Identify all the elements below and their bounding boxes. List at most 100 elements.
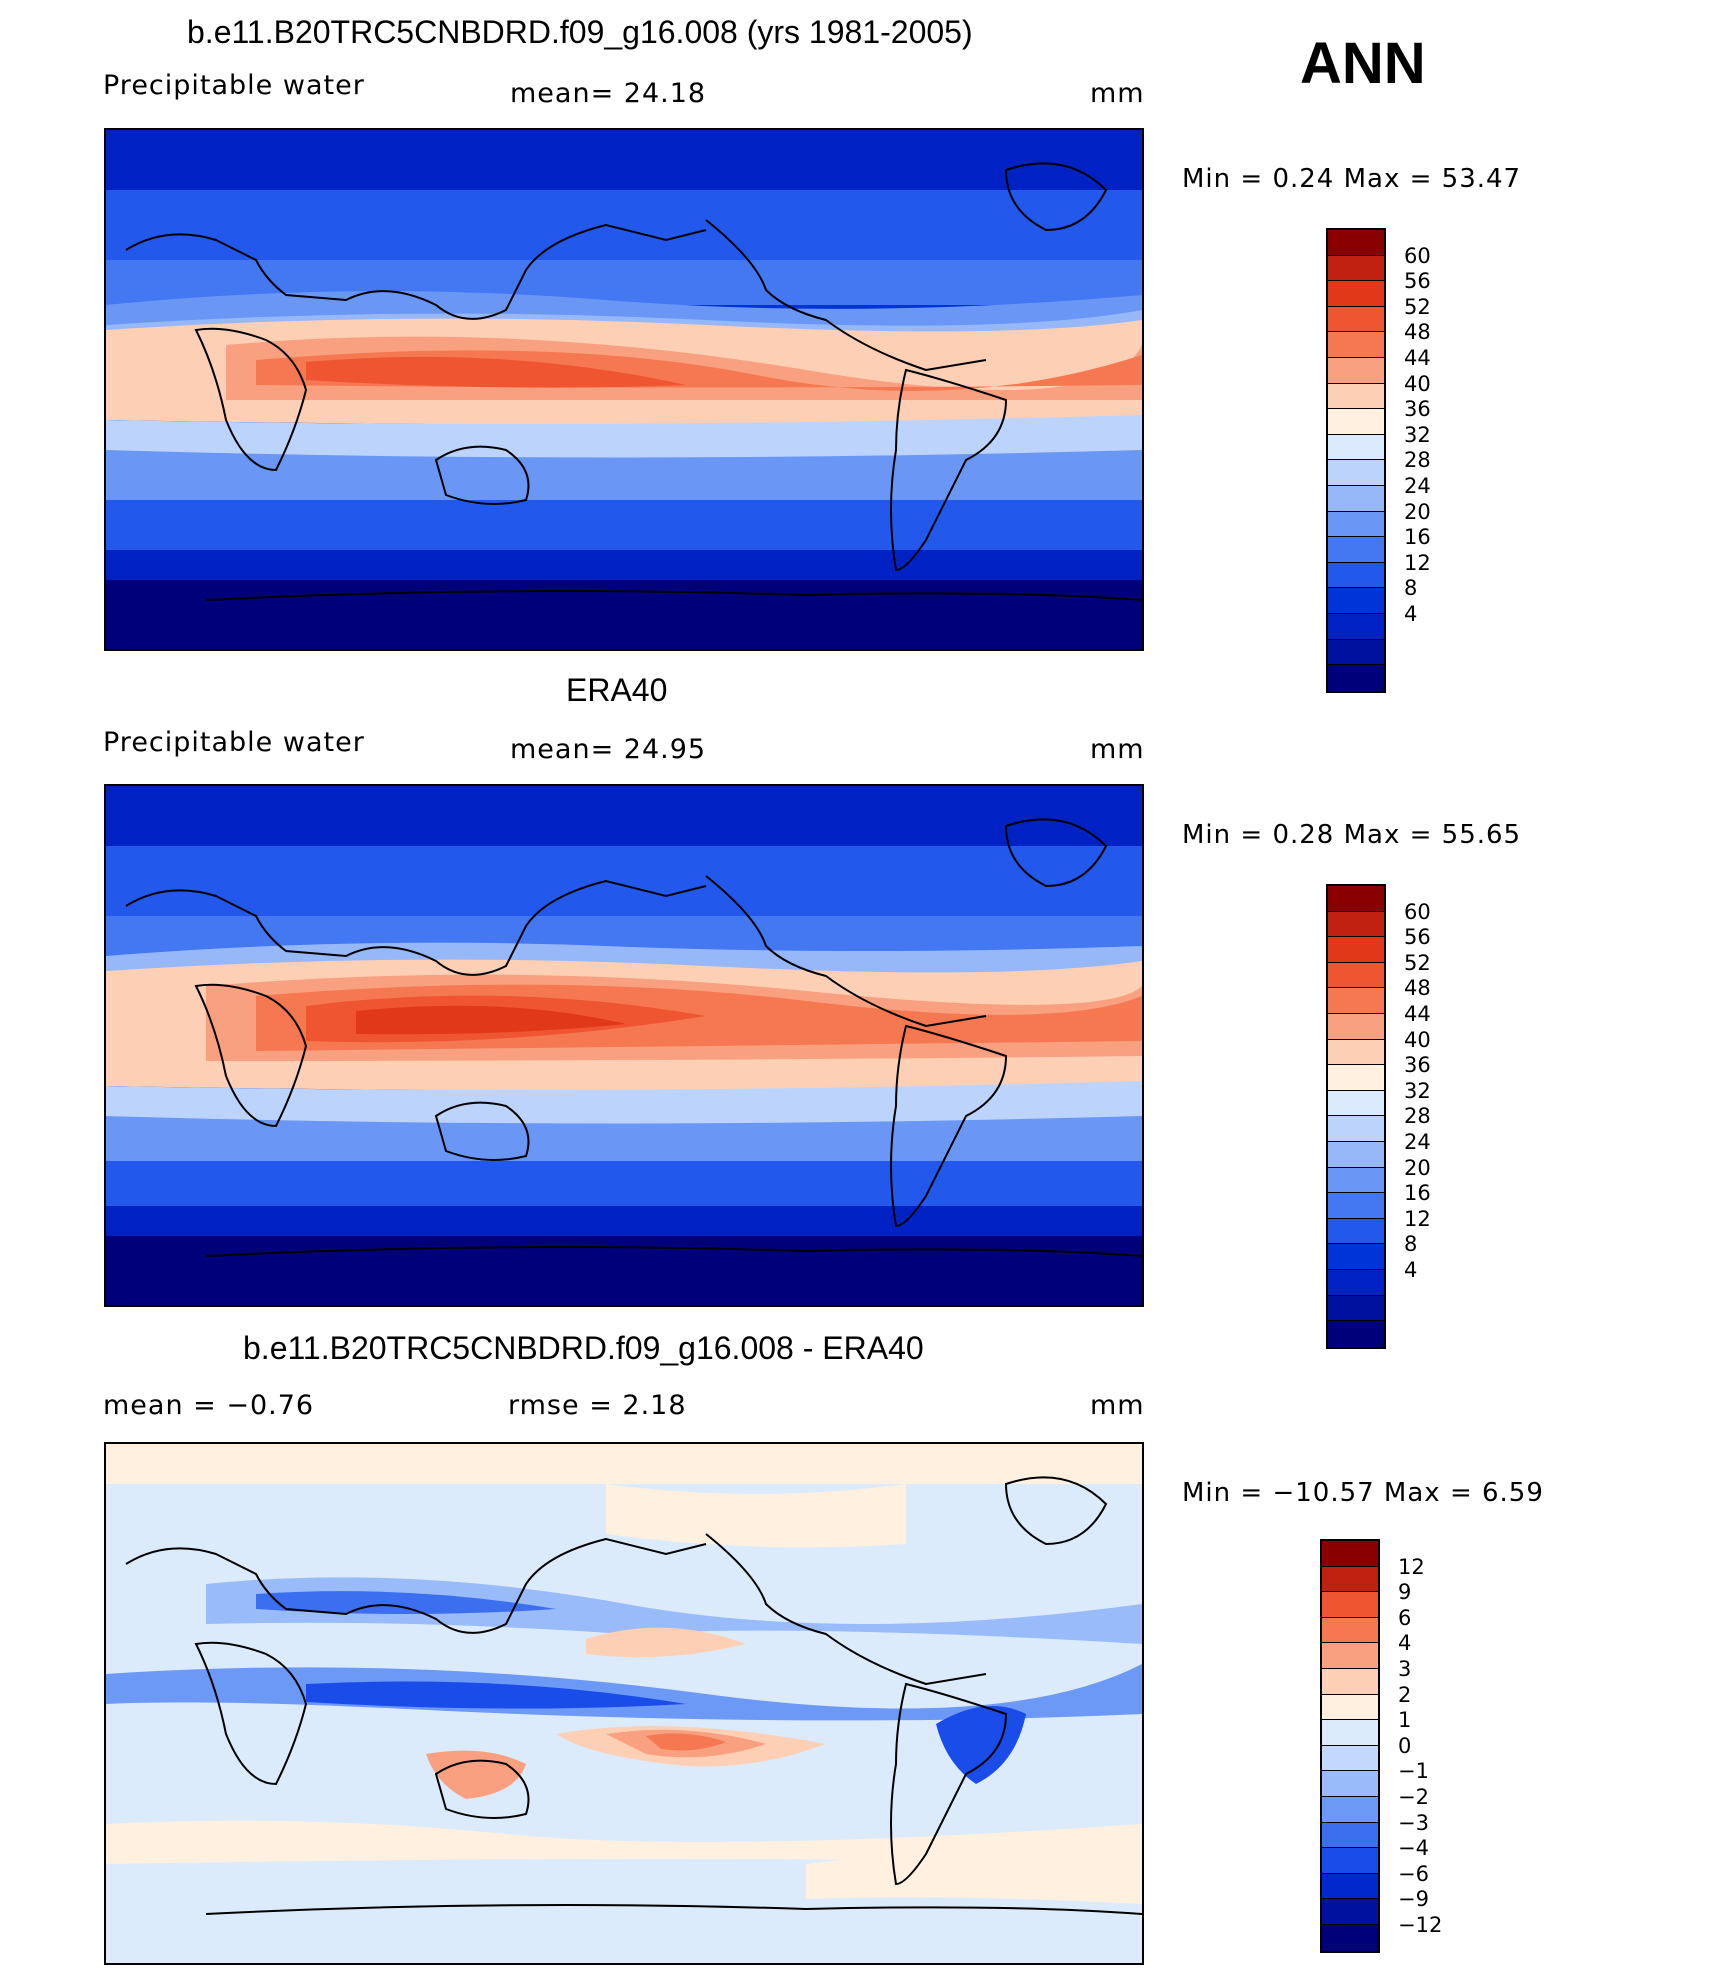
panel2-colorbar-swatch bbox=[1328, 1167, 1384, 1194]
panel2-colorbar-swatch bbox=[1328, 1039, 1384, 1066]
panel2-variable-label: Precipitable water bbox=[103, 727, 365, 758]
panel3-colorbar-tick-label: −9 bbox=[1398, 1887, 1429, 1912]
panel1-colorbar-swatch bbox=[1328, 613, 1384, 640]
panel2-colorbar-swatch bbox=[1328, 1193, 1384, 1219]
panel3-colorbar-tick-label: −1 bbox=[1398, 1759, 1429, 1784]
panel1-variable-label: Precipitable water bbox=[103, 70, 365, 101]
panel2-colorbar-tick-label: 56 bbox=[1404, 925, 1431, 950]
panel1-colorbar-tick-label: 8 bbox=[1404, 576, 1418, 601]
panel2-colorbar-swatch bbox=[1328, 1244, 1384, 1270]
panel1-colorbar-swatch bbox=[1328, 511, 1384, 538]
season-label: ANN bbox=[1300, 31, 1426, 96]
panel3-colorbar-tick-label: 2 bbox=[1398, 1682, 1412, 1707]
panel1-colorbar-tick-label: 20 bbox=[1404, 499, 1431, 524]
panel1-mean-label: mean= 24.18 bbox=[510, 78, 707, 109]
panel2-mean-label: mean= 24.95 bbox=[510, 734, 707, 765]
panel1-colorbar-swatch bbox=[1328, 485, 1384, 512]
panel3-colorbar-swatch bbox=[1322, 1541, 1378, 1567]
panel3-map bbox=[104, 1442, 1144, 1965]
panel3-colorbar-swatch bbox=[1322, 1720, 1378, 1746]
panel3-colorbar-tick-label: 4 bbox=[1398, 1631, 1412, 1656]
panel1-colorbar-swatch bbox=[1328, 281, 1384, 307]
panel1-colorbar-swatch bbox=[1328, 537, 1384, 563]
panel3-units: mm bbox=[1090, 1390, 1145, 1421]
panel2-colorbar-swatch bbox=[1328, 1141, 1384, 1168]
panel1-colorbar-swatch bbox=[1328, 562, 1384, 589]
panel3-colorbar-tick-label: −4 bbox=[1398, 1836, 1429, 1861]
panel3-colorbar-swatch bbox=[1322, 1566, 1378, 1593]
panel1-colorbar-tick-label: 60 bbox=[1404, 243, 1431, 268]
panel2-colorbar-swatch bbox=[1328, 1090, 1384, 1117]
panel1-colorbar-tick-label: 24 bbox=[1404, 474, 1431, 498]
panel1-map bbox=[104, 128, 1144, 651]
panel3-colorbar-tick-label: 12 bbox=[1398, 1554, 1425, 1579]
panel3-colorbar-tick-label: 9 bbox=[1398, 1580, 1412, 1605]
panel1-colorbar-tick-label: 52 bbox=[1404, 294, 1431, 319]
panel3-colorbar-swatch bbox=[1322, 1924, 1378, 1951]
panel3-colorbar-swatch bbox=[1322, 1873, 1378, 1900]
panel3-colorbar-swatch bbox=[1322, 1643, 1378, 1669]
panel3-colorbar-swatch bbox=[1322, 1592, 1378, 1618]
panel2-colorbar-swatch bbox=[1328, 1013, 1384, 1040]
panel2-colorbar-swatch bbox=[1328, 1269, 1384, 1296]
panel1-minmax: Min = 0.24 Max = 53.47 bbox=[1182, 164, 1522, 194]
panel1-colorbar-swatch bbox=[1328, 588, 1384, 614]
panel2-colorbar-tick-label: 16 bbox=[1404, 1181, 1431, 1206]
panel1-colorbar-swatch bbox=[1328, 665, 1384, 691]
panel1-colorbar-tick-label: 32 bbox=[1404, 422, 1431, 447]
panel3-colorbar-tick-label: −2 bbox=[1398, 1785, 1429, 1809]
panel1-colorbar-swatch bbox=[1328, 639, 1384, 666]
panel1-colorbar-tick-label: 56 bbox=[1404, 269, 1431, 294]
panel2-colorbar-tick-label: 24 bbox=[1404, 1130, 1431, 1154]
panel2-colorbar-swatches bbox=[1326, 884, 1386, 1349]
panel2-colorbar-tick-label: 20 bbox=[1404, 1155, 1431, 1180]
panel2-colorbar-tick-label: 40 bbox=[1404, 1027, 1431, 1052]
panel2-colorbar-tick-label: 60 bbox=[1404, 899, 1431, 924]
panel2-colorbar-swatch bbox=[1328, 911, 1384, 938]
panel3-colorbar-swatch bbox=[1322, 1668, 1378, 1695]
panel2-colorbar-tick-label: 48 bbox=[1404, 976, 1431, 1001]
panel1-colorbar-swatch bbox=[1328, 357, 1384, 384]
panel2-colorbar-swatch bbox=[1328, 1116, 1384, 1142]
panel3-colorbar-tick-label: −12 bbox=[1398, 1913, 1443, 1937]
panel1-colorbar-swatch bbox=[1328, 255, 1384, 282]
panel2-colorbar-tick-label: 44 bbox=[1404, 1002, 1431, 1026]
panel3-colorbar-swatch bbox=[1322, 1899, 1378, 1925]
panel2-colorbar-tick-label: 52 bbox=[1404, 950, 1431, 975]
panel1-colorbar-swatch bbox=[1328, 409, 1384, 435]
panel2-colorbar-tick-label: 36 bbox=[1404, 1053, 1431, 1078]
panel3-mean-label: mean = −0.76 bbox=[103, 1390, 315, 1421]
panel3-title: b.e11.B20TRC5CNBDRD.f09_g16.008 - ERA40 bbox=[243, 1330, 924, 1366]
panel1-colorbar-swatch bbox=[1328, 460, 1384, 486]
panel3-colorbar-tick-label: 0 bbox=[1398, 1733, 1412, 1758]
panel3-colorbar-swatch bbox=[1322, 1617, 1378, 1644]
panel2-colorbar-swatch bbox=[1328, 1065, 1384, 1091]
panel1-colorbar-tick-label: 12 bbox=[1404, 550, 1431, 575]
panel2-colorbar-tick-label: 32 bbox=[1404, 1078, 1431, 1103]
panel1-colorbar-swatch bbox=[1328, 332, 1384, 358]
panel1-colorbar-tick-label: 44 bbox=[1404, 346, 1431, 370]
panel2-title: ERA40 bbox=[566, 672, 668, 708]
panel2-minmax: Min = 0.28 Max = 55.65 bbox=[1182, 820, 1522, 850]
panel2-colorbar-swatch bbox=[1328, 988, 1384, 1014]
panel2-colorbar-swatch bbox=[1328, 1218, 1384, 1245]
panel1-units: mm bbox=[1090, 78, 1145, 109]
panel2-colorbar-swatch bbox=[1328, 1321, 1384, 1347]
panel1-colorbar-swatch bbox=[1328, 230, 1384, 256]
panel3-colorbar-swatch bbox=[1322, 1771, 1378, 1797]
panel3-colorbar-tick-label: 1 bbox=[1398, 1708, 1412, 1733]
panel1-colorbar-tick-label: 40 bbox=[1404, 371, 1431, 396]
panel2-colorbar-swatch bbox=[1328, 937, 1384, 963]
panel3-colorbar-swatches bbox=[1320, 1539, 1380, 1953]
panel1-colorbar-tick-label: 28 bbox=[1404, 448, 1431, 473]
panel3-rmse-label: rmse = 2.18 bbox=[508, 1390, 687, 1421]
panel3-colorbar-swatch bbox=[1322, 1745, 1378, 1772]
panel3-colorbar-swatch bbox=[1322, 1796, 1378, 1823]
panel2-colorbar-swatch bbox=[1328, 1295, 1384, 1322]
panel2-colorbar-tick-label: 28 bbox=[1404, 1104, 1431, 1129]
panel2-units: mm bbox=[1090, 734, 1145, 765]
panel2-colorbar-tick-label: 8 bbox=[1404, 1232, 1418, 1257]
panel3-colorbar-swatch bbox=[1322, 1822, 1378, 1849]
panel1-colorbar-swatch bbox=[1328, 306, 1384, 333]
panel1-colorbar-swatch bbox=[1328, 383, 1384, 410]
